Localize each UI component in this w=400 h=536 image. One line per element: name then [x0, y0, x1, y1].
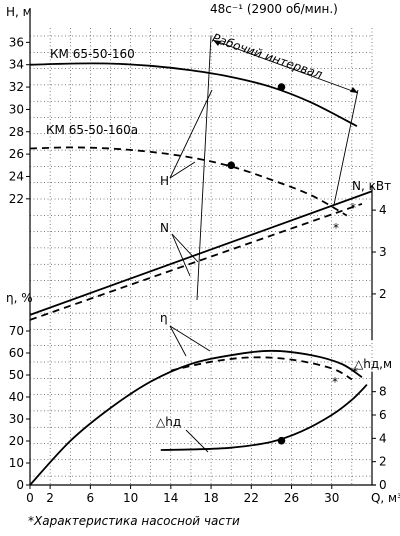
efficiency-curve-label: η [160, 311, 168, 325]
head-leader-line [169, 89, 213, 179]
power-leader-line [171, 233, 199, 263]
x-axis-label: Q, м³/ч [371, 491, 400, 505]
head-tick-label: 36 [9, 35, 24, 49]
work-interval-label: Рабочий интервал [210, 31, 324, 82]
head-tick-label: 24 [9, 169, 24, 183]
x-tick-label: 30 [324, 491, 339, 505]
npsh-tick-label: 6 [379, 408, 387, 422]
efficiency-leader-line [169, 325, 187, 357]
grid [29, 28, 373, 485]
npsh-curve-label: △hд [156, 415, 181, 429]
eff-tick-label: 20 [9, 434, 24, 448]
eff-tick-label: 40 [9, 390, 24, 404]
head-tick-label: 22 [9, 192, 24, 206]
asterisk-power: * [350, 201, 356, 215]
power-curve-160 [29, 190, 373, 316]
footnote: *Характеристика насосной части [28, 514, 240, 528]
asterisk-npsh: * [352, 365, 358, 379]
asterisk-eff: * [332, 375, 338, 389]
chart-subtitle: 48c⁻¹ (2900 об/мин.) [210, 2, 338, 16]
operating-point-marker [277, 436, 286, 445]
efficiency-curve-160 [29, 349, 363, 486]
eff-axis-label: η, % [6, 291, 33, 305]
x-tick-label: 18 [203, 491, 218, 505]
work-interval-arrow-left [213, 40, 221, 46]
eff-tick-label: 50 [9, 368, 24, 382]
head-tick-label: 34 [9, 58, 24, 72]
power-leader-line [171, 233, 191, 277]
x-tick-label: 0 [26, 491, 34, 505]
npsh-tick-label: 0 [379, 478, 387, 492]
x-tick-label: 14 [163, 491, 178, 505]
curves [29, 62, 373, 486]
npsh-curve [160, 384, 368, 451]
npsh-leader-line [185, 429, 209, 453]
head-axis-label: H, м [6, 5, 32, 19]
head-tick-label: 32 [9, 80, 24, 94]
eff-tick-label: 30 [9, 412, 24, 426]
power-tick-label: 3 [379, 245, 387, 259]
asterisk-power-a: * [333, 221, 339, 235]
head-tick-label: 30 [9, 102, 24, 116]
power-tick-label: 2 [379, 287, 387, 301]
x-tick-label: 2 [46, 491, 54, 505]
efficiency-leader-line [169, 325, 211, 352]
x-tick-label: 22 [244, 491, 259, 505]
npsh-tick-label: 8 [379, 385, 387, 399]
work-interval-line [212, 39, 359, 94]
x-tick-label: 10 [123, 491, 138, 505]
pump-model-label-160: КМ 65-50-160 [50, 47, 135, 61]
work-interval-arrow-right [349, 87, 358, 93]
pump-model-label-160a: КМ 65-50-160а [46, 123, 138, 137]
operating-point-marker [277, 83, 286, 91]
power-curve-label: N [160, 221, 169, 235]
efficiency-curve-160a [170, 356, 353, 381]
x-tick-label: 6 [87, 491, 95, 505]
eff-tick-label: 60 [9, 346, 24, 360]
head-tick-label: 26 [9, 147, 24, 161]
power-axis-label: N, кВт [352, 179, 391, 193]
head-leader-line [169, 161, 196, 179]
operating-point-marker [227, 161, 235, 170]
head-curve-160a [29, 146, 348, 217]
head-curve-160 [29, 62, 358, 127]
eff-tick-label: 70 [9, 324, 24, 338]
eff-tick-label: 10 [9, 456, 24, 470]
power-curve-160a [29, 203, 363, 321]
head-curve-label: H [160, 174, 169, 188]
npsh-tick-label: 2 [379, 455, 387, 469]
eff-tick-label: 0 [16, 478, 24, 492]
npsh-axis-label: △hд,м [354, 357, 392, 371]
head-tick-label: 28 [9, 125, 24, 139]
work-interval-boundary-right [333, 89, 359, 206]
work-interval-boundary-left [196, 35, 212, 301]
markers [227, 83, 286, 445]
npsh-tick-label: 4 [379, 431, 387, 445]
power-tick-label: 4 [379, 203, 387, 217]
x-tick-label: 26 [284, 491, 299, 505]
